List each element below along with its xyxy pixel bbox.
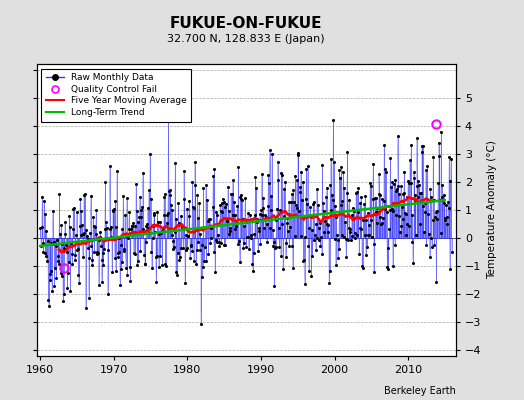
Text: Berkeley Earth: Berkeley Earth bbox=[384, 386, 456, 396]
Y-axis label: Temperature Anomaly (°C): Temperature Anomaly (°C) bbox=[487, 140, 497, 280]
Legend: Raw Monthly Data, Quality Control Fail, Five Year Moving Average, Long-Term Tren: Raw Monthly Data, Quality Control Fail, … bbox=[41, 68, 191, 122]
Text: FUKUE-ON-FUKUE: FUKUE-ON-FUKUE bbox=[170, 16, 323, 31]
Text: 32.700 N, 128.833 E (Japan): 32.700 N, 128.833 E (Japan) bbox=[168, 34, 325, 44]
